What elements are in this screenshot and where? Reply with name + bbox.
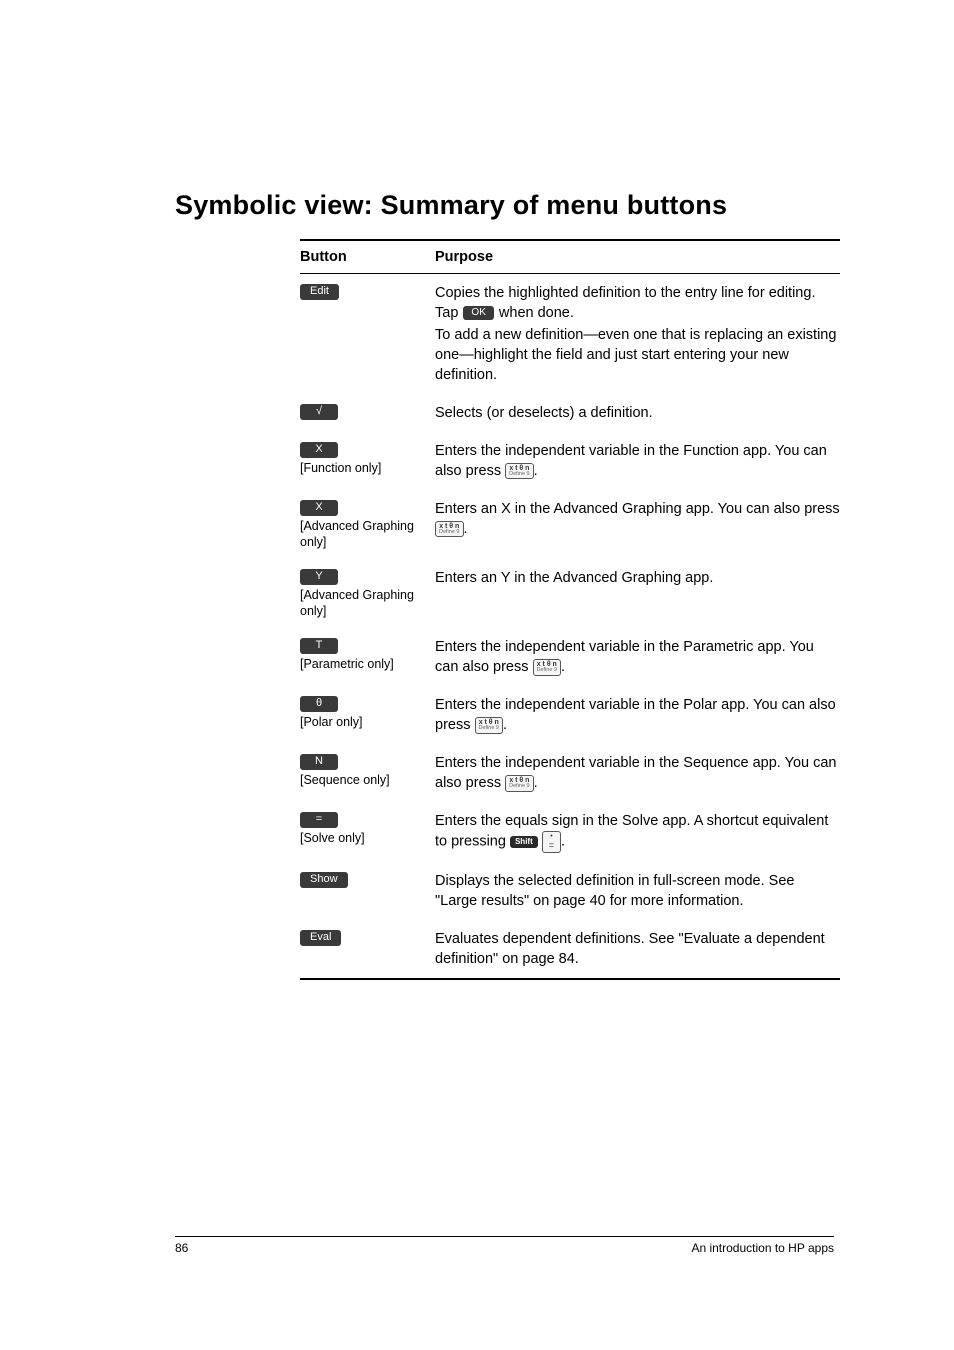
buttons-table: Button Purpose Edit Copies the highlight… xyxy=(300,239,840,980)
purpose-cell: Displays the selected definition in full… xyxy=(435,871,840,911)
var-x-button-icon: X xyxy=(300,442,338,458)
table-row: X [Advanced Graphing only] Enters an X i… xyxy=(300,490,840,559)
purpose-text: To add a new definition—even one that is… xyxy=(435,325,840,385)
table-row: X [Function only] Enters the independent… xyxy=(300,432,840,490)
xttn-key-icon: x t θ n Define 9 xyxy=(475,717,504,734)
purpose-cell: Enters the independent variable in the P… xyxy=(435,695,840,735)
button-caption: [Sequence only] xyxy=(300,773,435,789)
show-button-icon: Show xyxy=(300,872,348,888)
eval-button-icon: Eval xyxy=(300,930,341,946)
button-cell: T [Parametric only] xyxy=(300,637,435,673)
button-caption: [Solve only] xyxy=(300,831,435,847)
button-cell: = [Solve only] xyxy=(300,811,435,847)
purpose-cell: Enters the independent variable in the S… xyxy=(435,753,840,793)
purpose-text: . xyxy=(561,659,565,675)
page-number: 86 xyxy=(175,1241,188,1255)
purpose-text: Enters an Y in the Advanced Graphing app… xyxy=(435,568,840,588)
xttn-key-icon: x t θ n Define 9 xyxy=(505,775,534,792)
table-row: Eval Evaluates dependent definitions. Se… xyxy=(300,920,840,978)
purpose-text: . xyxy=(503,717,507,733)
ok-button-icon: OK xyxy=(463,306,493,320)
button-cell: X [Function only] xyxy=(300,441,435,477)
button-cell: √ xyxy=(300,403,435,420)
var-x-button-icon: X xyxy=(300,500,338,516)
button-caption: [Advanced Graphing only] xyxy=(300,519,435,550)
table-row: T [Parametric only] Enters the independe… xyxy=(300,628,840,686)
table-row: Edit Copies the highlighted definition t… xyxy=(300,274,840,394)
purpose-cell: Evaluates dependent definitions. See "Ev… xyxy=(435,929,840,969)
page-footer: 86 An introduction to HP apps xyxy=(175,1236,834,1255)
purpose-text: Enters the equals sign in the Solve app.… xyxy=(435,813,828,850)
check-button-icon: √ xyxy=(300,404,338,420)
purpose-text: Enters the independent variable in the S… xyxy=(435,755,836,791)
purpose-text: Enters the independent variable in the F… xyxy=(435,443,827,479)
button-caption: [Advanced Graphing only] xyxy=(300,588,435,619)
table-header-row: Button Purpose xyxy=(300,241,840,273)
footer-section-title: An introduction to HP apps xyxy=(691,1241,834,1255)
purpose-cell: Copies the highlighted definition to the… xyxy=(435,283,840,385)
button-cell: θ [Polar only] xyxy=(300,695,435,731)
equals-key-icon: • = xyxy=(542,831,561,853)
table-row: √ Selects (or deselects) a definition. xyxy=(300,394,840,432)
header-purpose: Purpose xyxy=(435,249,840,265)
button-cell: N [Sequence only] xyxy=(300,753,435,789)
button-cell: Eval xyxy=(300,929,435,946)
button-cell: Y [Advanced Graphing only] xyxy=(300,568,435,619)
var-theta-button-icon: θ xyxy=(300,696,338,712)
purpose-cell: Enters the equals sign in the Solve app.… xyxy=(435,811,840,853)
purpose-text: . xyxy=(464,521,468,537)
var-y-button-icon: Y xyxy=(300,569,338,585)
purpose-text: Evaluates dependent definitions. See "Ev… xyxy=(435,929,840,969)
header-button: Button xyxy=(300,249,435,265)
purpose-text: . xyxy=(561,834,565,850)
purpose-cell: Selects (or deselects) a definition. xyxy=(435,403,840,423)
button-caption: [Polar only] xyxy=(300,715,435,731)
var-n-button-icon: N xyxy=(300,754,338,770)
xttn-key-icon: x t θ n Define 9 xyxy=(435,521,464,538)
purpose-text: Selects (or deselects) a definition. xyxy=(435,403,840,423)
table-row: Show Displays the selected definition in… xyxy=(300,862,840,920)
button-cell: X [Advanced Graphing only] xyxy=(300,499,435,550)
button-cell: Show xyxy=(300,871,435,888)
purpose-text: . xyxy=(534,775,538,791)
purpose-cell: Enters an Y in the Advanced Graphing app… xyxy=(435,568,840,588)
xttn-key-icon: x t θ n Define 9 xyxy=(505,463,534,480)
table-row: θ [Polar only] Enters the independent va… xyxy=(300,686,840,744)
purpose-text: Displays the selected definition in full… xyxy=(435,871,840,911)
button-caption: [Parametric only] xyxy=(300,657,435,673)
button-caption: [Function only] xyxy=(300,461,435,477)
xttn-key-icon: x t θ n Define 9 xyxy=(533,659,562,676)
equals-button-icon: = xyxy=(300,812,338,828)
purpose-text: Enters an X in the Advanced Graphing app… xyxy=(435,501,840,517)
shift-key-icon: Shift xyxy=(510,836,538,848)
table-row: = [Solve only] Enters the equals sign in… xyxy=(300,802,840,862)
purpose-cell: Enters the independent variable in the P… xyxy=(435,637,840,677)
page-heading: Symbolic view: Summary of menu buttons xyxy=(175,190,834,221)
footer-rule xyxy=(175,1236,834,1237)
table-row: Y [Advanced Graphing only] Enters an Y i… xyxy=(300,559,840,628)
purpose-text: Enters the independent variable in the P… xyxy=(435,639,814,675)
table-row: N [Sequence only] Enters the independent… xyxy=(300,744,840,802)
purpose-text: when done. xyxy=(499,305,574,321)
purpose-text: . xyxy=(534,463,538,479)
purpose-cell: Enters the independent variable in the F… xyxy=(435,441,840,481)
edit-button-icon: Edit xyxy=(300,284,339,300)
button-cell: Edit xyxy=(300,283,435,300)
table-bottom-rule xyxy=(300,978,840,980)
var-t-button-icon: T xyxy=(300,638,338,654)
purpose-cell: Enters an X in the Advanced Graphing app… xyxy=(435,499,840,539)
